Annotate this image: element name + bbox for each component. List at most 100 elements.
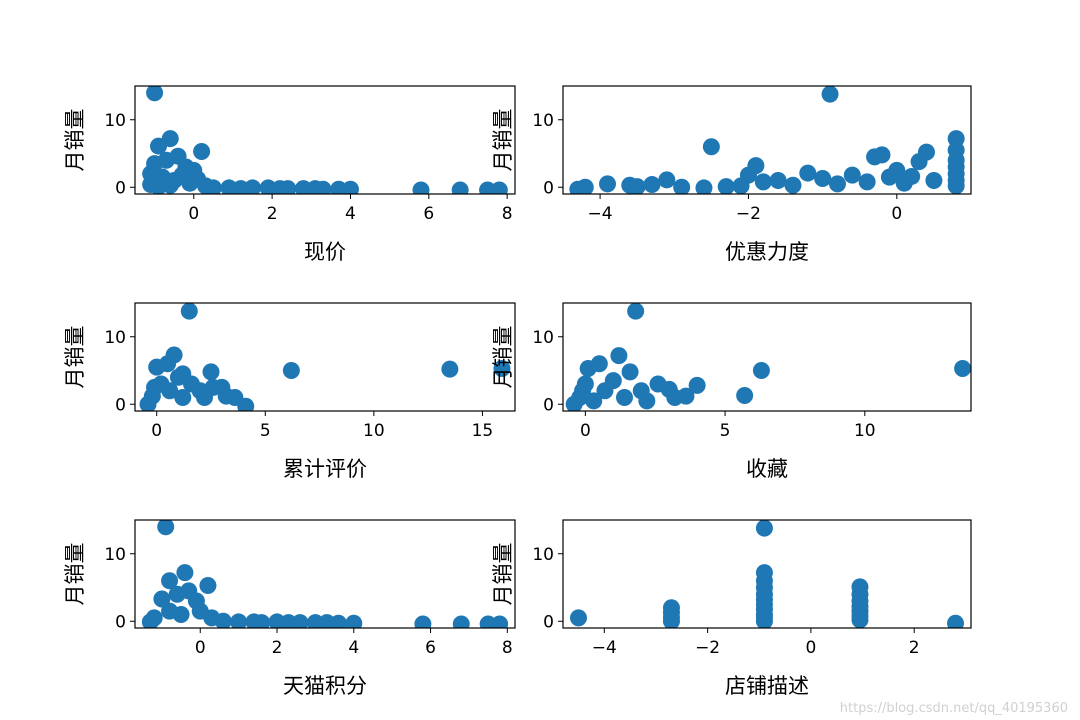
scatter-point [828, 175, 846, 193]
scatter-point [702, 138, 720, 156]
y-tick-label: 10 [532, 328, 554, 348]
x-axis-label: 现价 [304, 240, 346, 264]
axes-frame [134, 85, 516, 195]
x-tick-label: 10 [363, 421, 385, 441]
subplot-3: 0 5 10 15 0 10 累计评价 月销量 [63, 302, 516, 481]
x-tick-label: −4 [588, 204, 613, 224]
scatter-point [181, 174, 199, 192]
scatter-point [615, 389, 633, 406]
scatter-point [677, 387, 695, 405]
axes-frame [562, 85, 972, 195]
x-tick-label: 15 [472, 421, 494, 441]
scatter-point [199, 576, 217, 594]
y-tick-label: 0 [115, 395, 126, 415]
scatter-point [821, 86, 839, 103]
axes-frame [562, 302, 972, 412]
scatter-points [565, 303, 971, 411]
y-tick-label: 0 [543, 612, 554, 632]
y-tick-label: 0 [543, 178, 554, 198]
y-tick-label: 10 [104, 328, 126, 348]
scatter-point [204, 179, 222, 194]
scatter-point [662, 612, 680, 628]
y-axis-label: 月销量 [491, 543, 515, 606]
y-tick-label: 10 [104, 545, 126, 565]
scatter-point [314, 180, 332, 194]
scatter-point [717, 178, 735, 194]
scatter-point [569, 609, 587, 627]
scatter-point [291, 614, 309, 628]
x-axis-label: 店铺描述 [725, 674, 809, 698]
subplot-6: −4 −2 0 2 0 10 店铺描述 月销量 [491, 519, 972, 698]
scatter-point [873, 146, 891, 164]
x-tick-label: 5 [260, 421, 271, 441]
scatter-point [279, 180, 297, 194]
scatter-point [590, 355, 608, 373]
scatter-point [153, 590, 171, 608]
watermark: https://blog.csdn.net/qq_40195360 [839, 701, 1068, 716]
scatter-point [161, 572, 179, 590]
scatter-point [329, 614, 347, 628]
scatter-point [695, 179, 713, 194]
scatter-point [282, 362, 300, 379]
scatter-point [621, 363, 639, 381]
x-tick-label: 8 [502, 204, 513, 224]
scatter-point [491, 615, 509, 628]
scatter-point [799, 164, 817, 182]
scatter-point [917, 143, 935, 161]
scatter-point [954, 359, 971, 377]
x-tick-label: 0 [580, 421, 591, 441]
scatter-point [180, 303, 198, 320]
scatter-point [165, 346, 183, 364]
y-tick-label: 10 [104, 111, 126, 131]
scatter-point [947, 177, 965, 194]
scatter-point [253, 614, 271, 628]
x-tick-label: −2 [695, 638, 720, 658]
x-tick-label: 2 [272, 638, 283, 658]
scatter-point [627, 303, 645, 320]
scatter-point [903, 167, 921, 185]
scatter-point [610, 347, 628, 365]
scatter-point [784, 176, 802, 194]
x-tick-label: 2 [909, 638, 920, 658]
scatter-point [172, 606, 190, 623]
y-tick-label: 10 [532, 111, 554, 131]
scatter-points [139, 303, 511, 411]
x-axis-label: 收藏 [746, 457, 788, 481]
x-tick-label: 4 [348, 638, 359, 658]
scatter-point [643, 176, 661, 194]
scatter-point [412, 181, 430, 194]
scatter-point [888, 161, 906, 179]
y-axis-label: 月销量 [491, 109, 515, 172]
y-axis-label: 月销量 [63, 109, 87, 172]
scatter-point [174, 365, 192, 383]
scatter-point [658, 171, 676, 189]
scatter-point [858, 173, 876, 191]
x-tick-label: −4 [592, 638, 617, 658]
scatter-point [341, 180, 359, 194]
scatter-point [230, 613, 248, 628]
x-tick-label: 6 [425, 638, 436, 658]
x-tick-label: 0 [151, 421, 162, 441]
scatter-point [157, 151, 175, 169]
scatter-point [161, 176, 179, 194]
scatter-point [202, 363, 220, 381]
scatter-point [599, 175, 617, 193]
scatter-point [947, 614, 965, 628]
y-axis-label: 月销量 [491, 326, 515, 389]
x-tick-label: 0 [805, 638, 816, 658]
x-axis-label: 优惠力度 [725, 240, 809, 264]
subplot-2: −4 −2 0 0 10 优惠力度 月销量 [491, 85, 972, 264]
scatter-point [157, 520, 175, 536]
scatter-point [576, 375, 594, 393]
subplot-5: 0 2 4 6 8 0 10 天猫积分 月销量 [63, 519, 516, 698]
scatter-point [161, 382, 179, 400]
scatter-point [814, 169, 832, 187]
scatter-point [752, 362, 770, 379]
scatter-point [214, 612, 232, 628]
y-axis-label: 月销量 [63, 326, 87, 389]
scatter-point [628, 178, 646, 194]
scatter-point [244, 179, 262, 194]
scatter-point [755, 520, 773, 537]
scatter-point [174, 389, 192, 406]
